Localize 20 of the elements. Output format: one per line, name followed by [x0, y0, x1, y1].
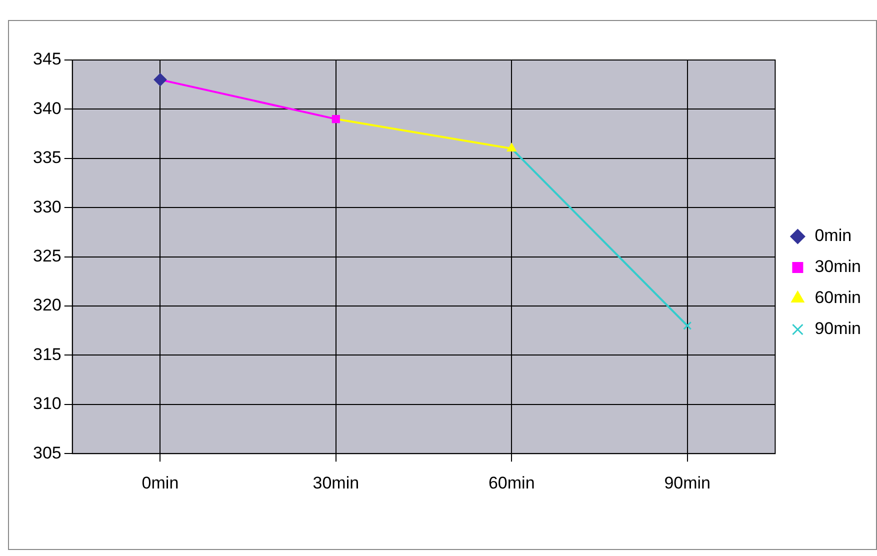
y-tick-label: 310: [32, 394, 62, 414]
point: [683, 321, 692, 330]
point: [154, 73, 167, 86]
y-tick-label: 335: [32, 148, 62, 168]
y-tick-label: 330: [32, 197, 62, 216]
point: [332, 115, 340, 124]
y-tick-label: 305: [32, 443, 62, 462]
y-tick-label: 345: [32, 50, 62, 69]
y-tick-label: 325: [32, 246, 62, 266]
y-tick-label: 315: [32, 344, 62, 364]
legend-label: 60min: [814, 288, 862, 308]
y-tick-label: 320: [32, 296, 62, 315]
legend-label: 0min: [814, 226, 852, 246]
y-tick-label: 340: [32, 98, 62, 118]
x-tick-label: 90min: [664, 473, 710, 492]
x-tick-label: 0min: [142, 473, 179, 492]
x-tick-label: 30min: [312, 473, 360, 492]
legend-label: 90min: [814, 319, 862, 338]
legend-label: 30min: [814, 257, 862, 276]
x-tick-label: 60min: [488, 473, 535, 492]
